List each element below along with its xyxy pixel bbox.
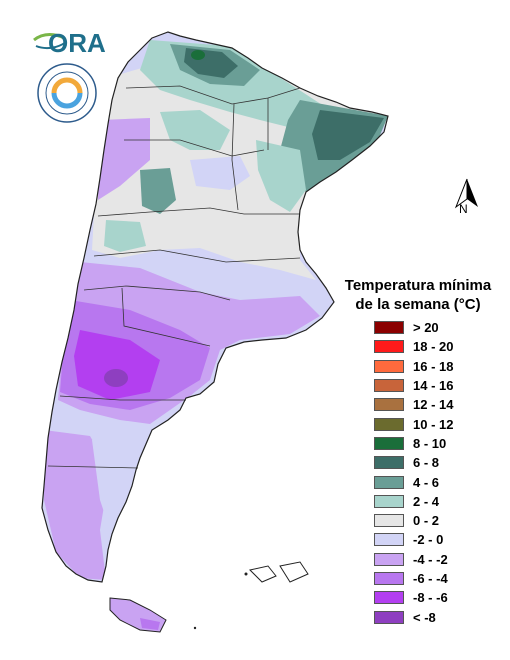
zone-8-10 — [191, 50, 205, 60]
legend-item: 18 - 20 — [374, 337, 453, 356]
legend-item: -8 - -6 — [374, 588, 453, 607]
legend-title-line2: de la semana (°C) — [355, 296, 481, 313]
island-dot — [244, 572, 248, 576]
legend-swatch — [374, 494, 404, 508]
zone-2-4-west — [104, 220, 146, 252]
smn-seal-logo — [37, 63, 97, 123]
ora-logo-text: ORA — [48, 28, 106, 58]
island-dot — [193, 626, 197, 630]
temperature-zones — [44, 40, 388, 580]
legend-label: -8 - -6 — [413, 590, 448, 606]
legend-label: > 20 — [413, 320, 439, 336]
legend-swatch — [374, 591, 404, 605]
legend-swatch — [374, 514, 404, 528]
legend-label: < -8 — [413, 609, 436, 625]
legend-swatch — [374, 379, 404, 393]
legend-item: > 20 — [374, 318, 453, 337]
legend-item: 4 - 6 — [374, 472, 453, 491]
zone-neg2-0-center — [190, 156, 250, 190]
legend-swatch — [374, 417, 404, 431]
zone-neg2-0-patagonia — [92, 440, 146, 530]
zone-4-6-center — [140, 168, 176, 214]
legend-title: Temperatura mínima de la semana (°C) — [322, 276, 510, 314]
legend-item: 10 - 12 — [374, 414, 453, 433]
province-borders — [47, 85, 301, 469]
legend-item: < -8 — [374, 607, 453, 626]
zone-below-neg8 — [104, 369, 128, 387]
north-label: N — [459, 202, 468, 216]
legend-label: 12 - 14 — [413, 397, 454, 413]
legend-item: -4 - -2 — [374, 550, 453, 569]
legend-item: 8 - 10 — [374, 434, 453, 453]
zone-neg4-neg2-patagonia — [44, 430, 110, 580]
legend-label: -4 - -2 — [413, 551, 448, 567]
legend-label: 2 - 4 — [413, 493, 440, 509]
legend-swatch — [374, 398, 404, 412]
legend-item: -6 - -4 — [374, 569, 453, 588]
legend-label: 4 - 6 — [413, 474, 440, 490]
legend-label: 14 - 16 — [413, 378, 454, 394]
legend-item: 14 - 16 — [374, 376, 453, 395]
legend-swatch — [374, 340, 404, 354]
legend-swatch — [374, 321, 404, 335]
zone-6-8-northeast — [312, 110, 384, 160]
north-arrow-icon — [454, 178, 478, 209]
legend-label: 16 - 18 — [413, 358, 454, 374]
tierra-del-fuego-zone — [140, 618, 160, 630]
legend-item: -2 - 0 — [374, 530, 453, 549]
legend-swatch — [374, 475, 404, 489]
legend-label: 6 - 8 — [413, 455, 440, 471]
zone-2-4-east — [256, 140, 306, 212]
legend-label: 18 - 20 — [413, 339, 454, 355]
country-outline — [41, 31, 389, 583]
legend-title-line1: Temperatura mínima — [344, 277, 492, 294]
legend-swatch — [374, 436, 404, 450]
zone-neg4-neg2-northwest — [98, 118, 150, 200]
malvinas-west — [249, 565, 277, 583]
legend-swatch — [374, 572, 404, 585]
legend-swatch — [374, 610, 404, 624]
legend-item: 16 - 18 — [374, 357, 453, 376]
legend-label: 10 - 12 — [413, 416, 454, 432]
legend-item: 12 - 14 — [374, 395, 453, 414]
legend-label: 0 - 2 — [413, 513, 440, 529]
legend-label: 8 - 10 — [413, 435, 447, 451]
legend-swatch — [374, 359, 404, 373]
legend-item: 6 - 8 — [374, 453, 453, 472]
legend-label: -2 - 0 — [413, 532, 444, 548]
legend-list: > 20 18 - 20 16 - 18 14 - 16 12 - 14 10 - 12 8… — [374, 318, 453, 627]
legend-swatch — [374, 552, 404, 566]
legend-swatch — [374, 533, 404, 547]
legend-swatch — [374, 456, 404, 470]
zone-neg8-neg6 — [74, 330, 160, 400]
legend-item: 0 - 2 — [374, 511, 453, 530]
legend-item: 2 - 4 — [374, 492, 453, 511]
malvinas-east — [279, 561, 309, 583]
legend-label: -6 - -4 — [413, 571, 448, 586]
ora-logo — [33, 33, 67, 50]
